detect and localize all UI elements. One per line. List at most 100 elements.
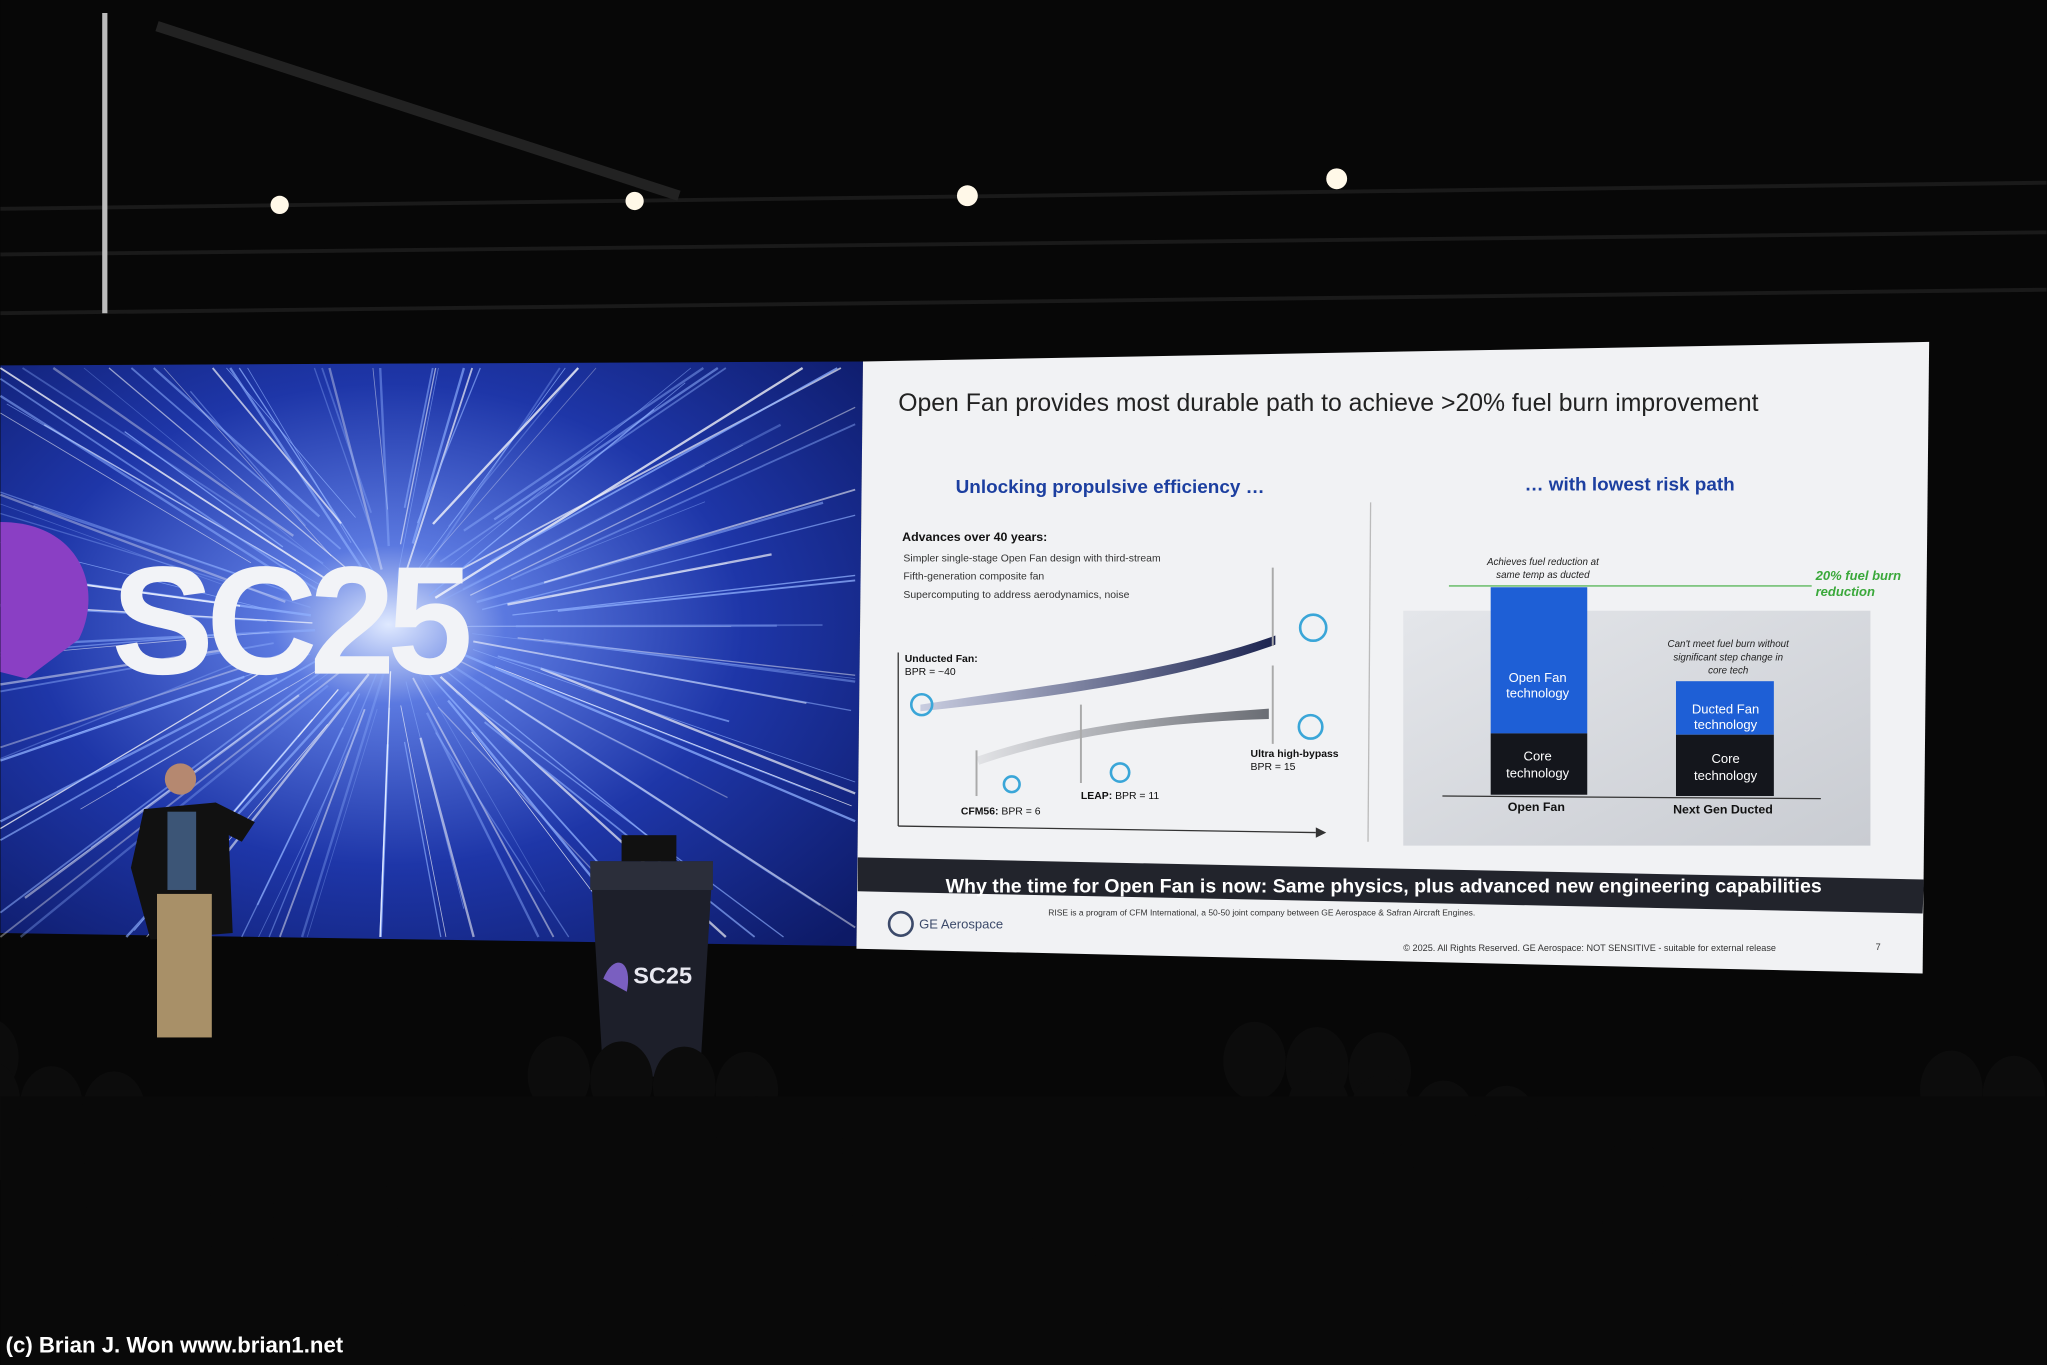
light-streak [0,394,292,582]
light-streak [497,655,730,723]
note: significant step change in [1673,652,1783,663]
light-streak [504,699,856,929]
event-logo: SC25 [111,535,469,707]
category-label: Next Gen Ducted [1673,803,1773,817]
light-streak [372,367,388,510]
light-streak [481,514,856,611]
light-streak [328,367,383,570]
light-streak [306,708,378,938]
light-streak [463,367,705,532]
light-streak [478,382,686,555]
light-streak [90,680,319,848]
light-streak [557,579,856,612]
light-streak [543,488,856,584]
light-streak [0,657,359,938]
engine-diagram [897,567,1328,838]
light-streak [0,491,288,592]
engine-label: BPR = ~40 [905,667,956,678]
podium-logo: SC25 [633,963,692,989]
light-streak [313,367,379,550]
brand: GE Aerospace [919,917,1003,932]
light-streak [83,367,341,580]
light-streak [493,367,719,521]
light-streak [543,638,856,683]
bar-label: technology [1694,768,1758,783]
light-streak [226,367,356,518]
category-label: Open Fan [1508,800,1565,814]
light-streak [108,367,363,582]
bar-ducted-fan [1675,681,1774,735]
light-streak [0,642,274,693]
light-streak [379,671,392,937]
engine-bpr: BPR = 11 [1115,791,1159,802]
light-streak [490,367,838,563]
light-streak [490,676,690,780]
light-streak [472,649,856,783]
engine-label: Ultra high-bypass [1251,749,1339,760]
light-streak [57,655,352,873]
light-streak [278,708,366,938]
bar-label: Ducted Fan [1692,701,1759,716]
logo-mark [0,521,89,679]
head [527,1036,591,1115]
light-streak [0,412,252,564]
light-streak [425,712,540,938]
light-streak [238,367,375,574]
baseline [1442,795,1821,800]
light-streak [38,628,316,645]
rise-note: RISE is a program of CFM International, … [1048,908,1475,918]
light-streak [300,672,385,938]
light-streak [448,367,579,527]
engine-label: CFM56: BPR = 6 [961,806,1041,817]
light-streak [0,377,331,600]
light-streak [0,512,311,608]
engine-label: LEAP: BPR = 11 [1081,791,1160,802]
light-streak [189,390,307,527]
bar-open-fan [1490,587,1588,734]
light-streak [124,431,284,548]
light-streak [462,423,782,591]
light-streak [24,694,300,899]
light-streak [379,367,390,547]
light-streak [534,501,706,571]
light-streak [0,677,278,823]
light-streak [0,675,245,762]
engine-name: LEAP: [1081,791,1112,802]
audience-shadow [0,1096,2047,1365]
light-streak [400,705,447,938]
light-streak [416,367,481,524]
light-streak [152,367,321,518]
light-streak [22,367,324,565]
light-streak [6,403,333,593]
advance-item: Simpler single-stage Open Fan design wit… [903,553,1160,564]
light-streak [435,732,570,938]
ceiling-lights [270,168,1348,215]
speaker [130,763,255,1038]
light-streak [0,493,286,603]
copyright: © 2025. All Rights Reserved. GE Aerospac… [1403,943,1776,953]
light-streak [439,367,727,563]
light-streak [512,574,856,616]
light-streak [321,367,372,514]
light-streak [448,662,821,907]
bar-label: Core [1711,751,1739,766]
light-streak [163,367,332,557]
light-streak [0,646,305,749]
engine-bpr: BPR = 6 [1001,806,1040,817]
target-label: reduction [1816,584,1875,599]
banner-text: Why the time for Open Fan is now: Same p… [946,876,1822,898]
note: Achieves fuel reduction at [1486,557,1600,568]
light-streak [241,693,361,938]
light-streak [258,729,359,938]
comparison-panel [1403,610,1871,846]
slide-title: Open Fan provides most durable path to a… [898,390,1758,417]
note: core tech [1708,665,1748,676]
bar-label: technology [1506,686,1570,701]
left-heading: Unlocking propulsive efficiency … [956,477,1265,498]
light-streak [0,659,318,841]
advance-item: Supercomputing to address aerodynamics, … [903,590,1129,601]
advance-item: Fifth-generation composite fan [903,572,1044,583]
light-streak [429,367,597,561]
divider [1367,502,1372,842]
